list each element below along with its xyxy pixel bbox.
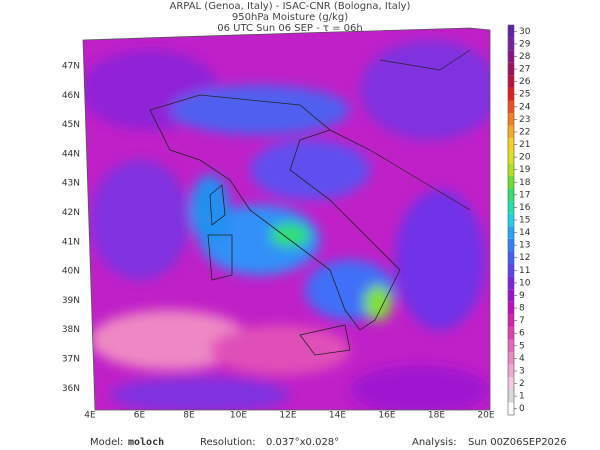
- colorbar-label: 9: [519, 291, 525, 301]
- colorbar-swatch: [508, 175, 514, 189]
- lon-label: 4E: [84, 411, 96, 421]
- colorbar-swatch: [508, 75, 514, 88]
- colorbar-label: 27: [519, 65, 530, 75]
- colorbar-label: 19: [519, 165, 531, 175]
- colorbar-label: 14: [519, 228, 531, 238]
- lat-label: 40N: [62, 267, 80, 277]
- lat-label: 39N: [62, 296, 80, 306]
- colorbar-swatch: [508, 213, 514, 227]
- lon-label: 14E: [329, 411, 346, 421]
- lat-label: 46N: [62, 91, 80, 101]
- colorbar-label: 24: [519, 102, 531, 112]
- lon-label: 16E: [378, 411, 395, 421]
- colorbar-swatch: [508, 377, 514, 390]
- footer-label: Analysis:: [412, 437, 457, 448]
- colorbar-label: 10: [519, 278, 531, 288]
- colorbar-label: 20: [519, 153, 531, 163]
- moisture-field: [83, 28, 490, 410]
- colorbar-swatch: [508, 100, 514, 114]
- colorbar-label: 11: [519, 266, 530, 276]
- colorbar-label: 18: [519, 178, 531, 188]
- lat-label: 37N: [62, 355, 80, 365]
- colorbar-label: 26: [519, 77, 531, 87]
- colorbar-label: 3: [519, 366, 525, 376]
- colorbar-swatch: [508, 276, 514, 290]
- lat-label: 47N: [62, 62, 80, 72]
- colorbar-swatch: [508, 238, 514, 252]
- lon-label: 8E: [183, 411, 195, 421]
- header-line: 950hPa Moisture (g/kg): [232, 12, 348, 23]
- colorbar-swatch: [508, 37, 514, 51]
- colorbar-swatch: [508, 402, 514, 415]
- colorbar-swatch: [508, 113, 514, 126]
- colorbar-label: 21: [519, 140, 530, 150]
- lon-label: 12E: [279, 411, 296, 421]
- footer-value: moloch: [128, 437, 164, 448]
- footer-value: Sun 00Z06SEP2026: [468, 437, 567, 448]
- colorbar-swatch: [508, 251, 514, 265]
- colorbar-swatch: [508, 314, 514, 327]
- lon-label: 18E: [428, 411, 445, 421]
- colorbar-swatch: [508, 138, 514, 151]
- colorbar-label: 30: [519, 27, 531, 37]
- colorbar-swatch: [508, 188, 514, 202]
- colorbar-label: 4: [519, 354, 525, 364]
- colorbar-swatch: [508, 150, 514, 164]
- colorbar-swatch: [508, 339, 514, 353]
- colorbar-label: 2: [519, 379, 525, 389]
- colorbar-swatch: [508, 201, 514, 214]
- colorbar-swatch: [508, 50, 514, 63]
- colorbar-swatch: [508, 352, 514, 365]
- colorbar-label: 0: [519, 404, 525, 414]
- lat-label: 44N: [62, 149, 80, 159]
- colorbar-label: 23: [519, 115, 530, 125]
- colorbar-label: 7: [519, 316, 525, 326]
- colorbar-swatch: [508, 163, 514, 176]
- footer-label: Model:: [90, 437, 123, 448]
- colorbar-label: 8: [519, 304, 525, 314]
- colorbar-label: 16: [519, 203, 531, 213]
- header-line: ARPAL (Genoa, Italy) - ISAC-CNR (Bologna…: [170, 1, 411, 12]
- colorbar-label: 22: [519, 127, 530, 137]
- lat-label: 43N: [62, 179, 80, 189]
- colorbar-label: 6: [519, 329, 525, 339]
- footer-label: Resolution:: [200, 437, 256, 448]
- colorbar-swatch: [508, 125, 514, 139]
- colorbar-label: 12: [519, 253, 530, 263]
- colorbar-swatch: [508, 289, 514, 302]
- lat-label: 42N: [62, 208, 80, 218]
- colorbar-swatch: [508, 62, 514, 76]
- lat-label: 45N: [62, 120, 80, 130]
- colorbar-swatch: [508, 389, 514, 403]
- colorbar-label: 28: [519, 52, 531, 62]
- colorbar-label: 1: [519, 392, 525, 402]
- lat-label: 41N: [62, 237, 80, 247]
- colorbar-label: 5: [519, 341, 525, 351]
- colorbar-swatch: [508, 301, 514, 315]
- lon-label: 10E: [230, 411, 247, 421]
- lon-label: 6E: [134, 411, 146, 421]
- colorbar-label: 15: [519, 216, 530, 226]
- colorbar-label: 17: [519, 190, 530, 200]
- colorbar-swatch: [508, 87, 514, 101]
- colorbar-swatch: [508, 226, 514, 239]
- lat-label: 38N: [62, 325, 80, 335]
- colorbar-swatch: [508, 25, 514, 38]
- colorbar-label: 29: [519, 39, 531, 49]
- colorbar-swatch: [508, 264, 514, 277]
- lon-label: 20E: [477, 411, 494, 421]
- colorbar-label: 13: [519, 241, 530, 251]
- colorbar-swatch: [508, 326, 514, 340]
- footer-value: 0.037°x0.028°: [266, 437, 339, 448]
- map-frame: [82, 27, 491, 411]
- colorbar-swatch: [508, 364, 514, 378]
- lat-label: 36N: [62, 384, 80, 394]
- header-line: 06 UTC Sun 06 SEP - τ = 06h: [217, 23, 363, 34]
- colorbar-label: 25: [519, 90, 530, 100]
